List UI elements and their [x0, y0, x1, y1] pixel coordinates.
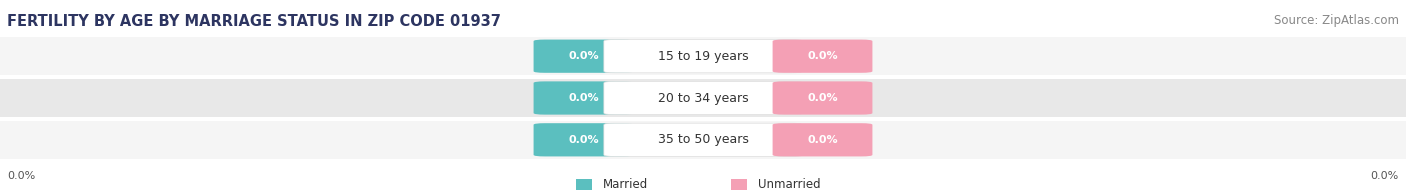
FancyBboxPatch shape — [576, 179, 592, 190]
Text: 0.0%: 0.0% — [807, 51, 838, 61]
FancyBboxPatch shape — [773, 123, 873, 156]
Text: Unmarried: Unmarried — [758, 178, 821, 191]
Text: FERTILITY BY AGE BY MARRIAGE STATUS IN ZIP CODE 01937: FERTILITY BY AGE BY MARRIAGE STATUS IN Z… — [7, 14, 501, 29]
FancyBboxPatch shape — [773, 81, 873, 115]
FancyBboxPatch shape — [0, 37, 1406, 75]
Text: 0.0%: 0.0% — [568, 51, 599, 61]
FancyBboxPatch shape — [605, 40, 801, 73]
Text: 15 to 19 years: 15 to 19 years — [658, 50, 748, 63]
FancyBboxPatch shape — [534, 81, 633, 115]
Text: 0.0%: 0.0% — [807, 93, 838, 103]
Text: 0.0%: 0.0% — [7, 171, 35, 181]
Text: 20 to 34 years: 20 to 34 years — [658, 92, 748, 104]
FancyBboxPatch shape — [605, 81, 801, 115]
FancyBboxPatch shape — [731, 179, 747, 190]
Text: 35 to 50 years: 35 to 50 years — [658, 133, 748, 146]
FancyBboxPatch shape — [773, 40, 873, 73]
Text: Source: ZipAtlas.com: Source: ZipAtlas.com — [1274, 14, 1399, 27]
FancyBboxPatch shape — [0, 79, 1406, 117]
Text: 0.0%: 0.0% — [807, 135, 838, 145]
Text: 0.0%: 0.0% — [568, 135, 599, 145]
FancyBboxPatch shape — [605, 123, 801, 156]
Text: 0.0%: 0.0% — [1371, 171, 1399, 181]
FancyBboxPatch shape — [534, 123, 633, 156]
Text: 0.0%: 0.0% — [568, 93, 599, 103]
FancyBboxPatch shape — [534, 40, 633, 73]
Text: Married: Married — [603, 178, 648, 191]
FancyBboxPatch shape — [0, 121, 1406, 159]
